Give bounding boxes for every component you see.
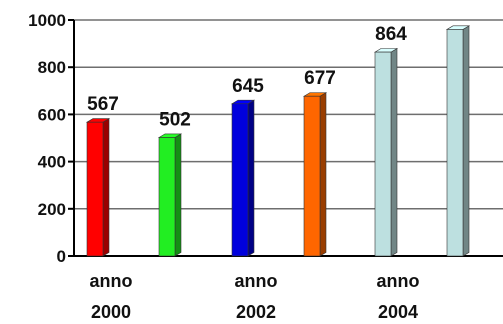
y-tick-label: 800 [38, 58, 66, 77]
bar-front [86, 121, 104, 257]
y-tick-label: 600 [38, 105, 66, 124]
data-label: 567 [87, 94, 119, 115]
bar-side [174, 133, 182, 257]
x-category-label-line1: anno [90, 271, 133, 291]
y-tick-label: 200 [38, 200, 66, 219]
bar [373, 47, 399, 257]
x-category-label-line1: anno [377, 271, 420, 291]
y-tick-label: 0 [57, 247, 66, 266]
x-category-label-line2: 2002 [236, 302, 276, 322]
grid-lines [74, 19, 503, 210]
x-category-label-line2: 2004 [378, 302, 418, 322]
bar [85, 118, 111, 257]
bar-front [446, 29, 464, 257]
x-category-label-line2: 2000 [91, 302, 131, 322]
data-label: 864 [375, 24, 407, 45]
bar-front [303, 95, 321, 257]
labels: 0 200 400 600 800 1000 567 502 645 677 864 anno 2000… [28, 11, 419, 322]
data-label: 502 [159, 110, 191, 131]
data-label: 645 [232, 76, 264, 97]
bar [445, 25, 471, 257]
bar-front [231, 103, 249, 257]
bar-side [462, 25, 470, 257]
y-tick-label: 1000 [28, 11, 66, 30]
bar-side [390, 47, 398, 257]
bar-side [319, 92, 327, 257]
axes [68, 19, 503, 257]
bars [85, 25, 471, 257]
y-tick-label: 400 [38, 153, 66, 172]
x-category-label-line1: anno [235, 271, 278, 291]
bar [157, 133, 183, 257]
data-label: 677 [304, 68, 336, 89]
bar-side [102, 118, 110, 257]
bar-side [247, 99, 255, 257]
bar-front [158, 137, 176, 257]
bar [302, 92, 328, 257]
bar [230, 99, 256, 257]
bar-front [374, 51, 392, 257]
